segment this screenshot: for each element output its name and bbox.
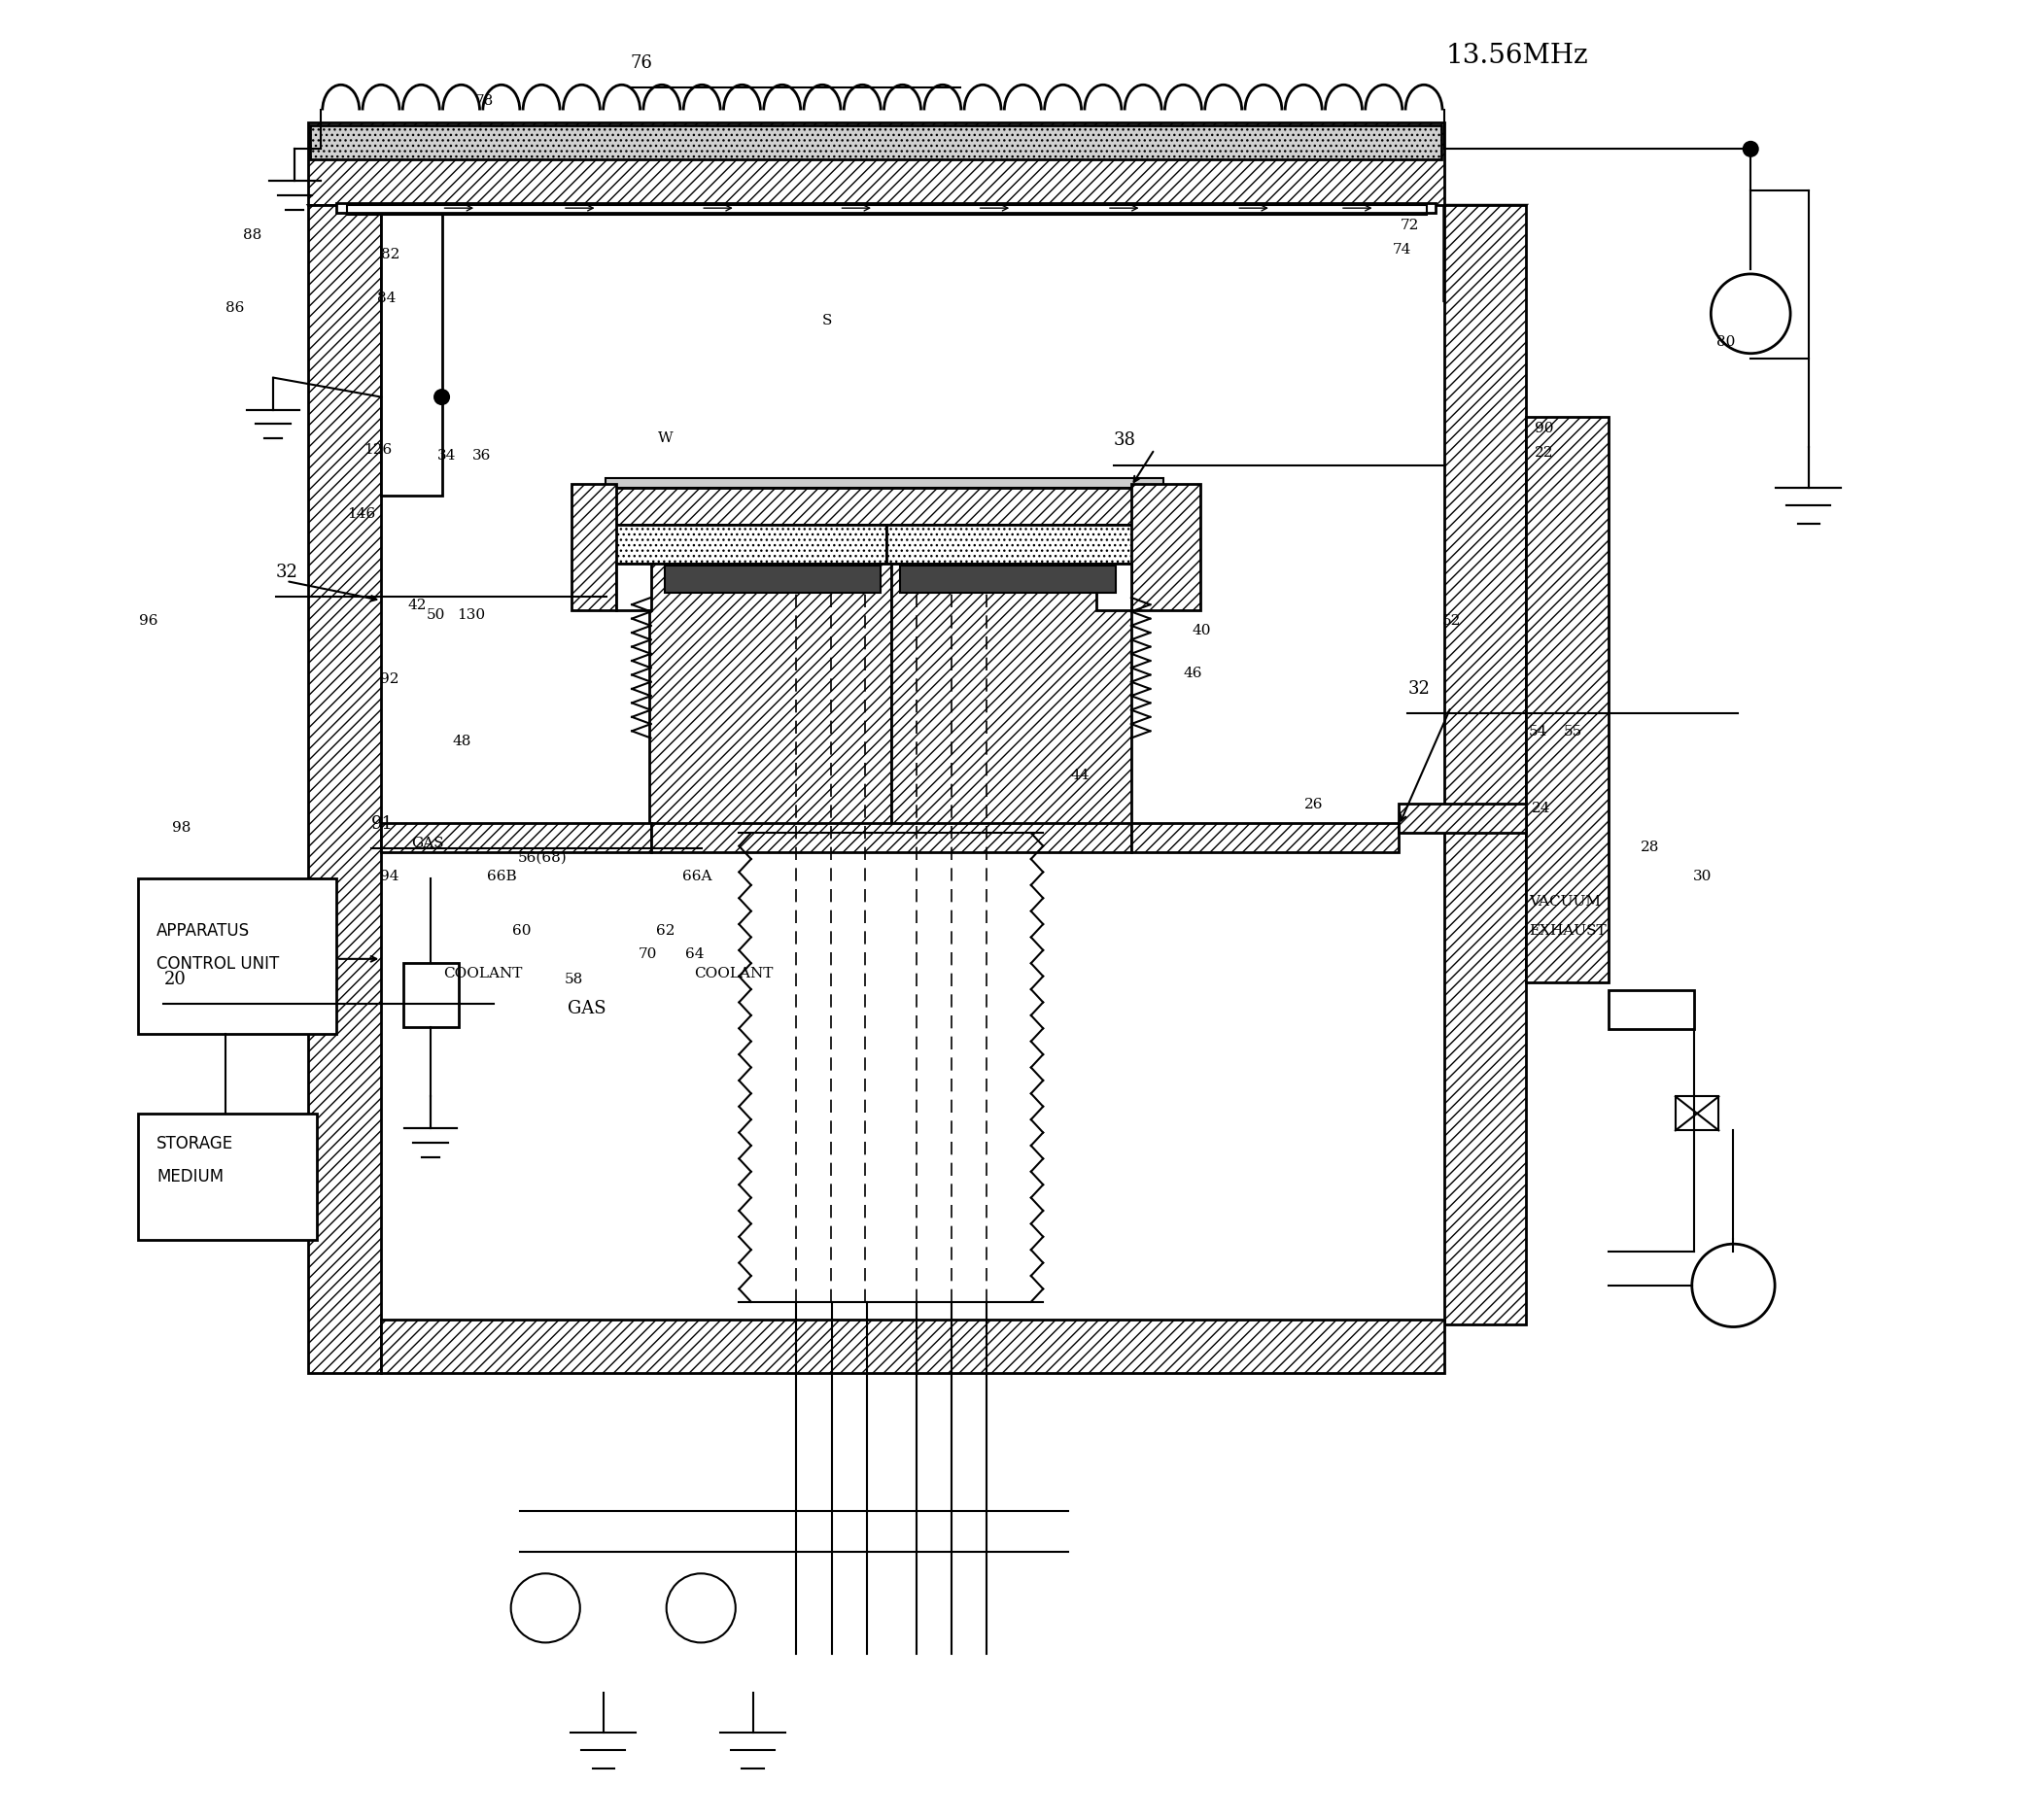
Text: 98: 98 bbox=[172, 821, 192, 835]
Text: 82: 82 bbox=[382, 248, 400, 262]
Bar bbox=[650, 564, 891, 834]
Text: 72: 72 bbox=[1401, 218, 1420, 233]
Text: 13.56MHz: 13.56MHz bbox=[1446, 44, 1587, 69]
Text: 54: 54 bbox=[1528, 724, 1547, 737]
Text: 126: 126 bbox=[364, 444, 392, 457]
Text: 88: 88 bbox=[243, 228, 262, 242]
Bar bbox=[574, 526, 887, 564]
Text: 22: 22 bbox=[1534, 446, 1553, 460]
Bar bbox=[337, 204, 1436, 213]
Bar bbox=[652, 824, 1132, 854]
Text: 78: 78 bbox=[474, 95, 492, 107]
Text: 30: 30 bbox=[1694, 870, 1712, 883]
Bar bbox=[382, 206, 441, 497]
Bar bbox=[572, 484, 617, 612]
Bar bbox=[382, 824, 652, 854]
Text: 32: 32 bbox=[1408, 679, 1430, 697]
Bar bbox=[347, 206, 1426, 217]
Text: 80: 80 bbox=[1716, 335, 1735, 348]
Text: 90: 90 bbox=[1534, 422, 1553, 435]
Text: MEDIUM: MEDIUM bbox=[157, 1168, 225, 1185]
Bar bbox=[574, 490, 1197, 526]
Text: 92: 92 bbox=[380, 672, 398, 686]
Circle shape bbox=[511, 1574, 580, 1643]
Text: 130: 130 bbox=[458, 608, 486, 621]
Text: 32: 32 bbox=[276, 564, 298, 581]
Text: 94: 94 bbox=[380, 870, 398, 883]
Text: 36: 36 bbox=[472, 450, 490, 462]
Text: 26: 26 bbox=[1303, 797, 1324, 812]
Text: CONTROL UNIT: CONTROL UNIT bbox=[157, 954, 280, 972]
Text: S: S bbox=[821, 313, 832, 328]
Text: 44: 44 bbox=[1071, 768, 1089, 783]
Text: 52: 52 bbox=[1442, 613, 1461, 628]
Text: 84: 84 bbox=[378, 291, 396, 304]
Polygon shape bbox=[308, 206, 382, 302]
Bar bbox=[308, 206, 382, 1372]
Circle shape bbox=[435, 391, 449, 406]
Text: 74: 74 bbox=[1391, 242, 1412, 257]
Text: GAS: GAS bbox=[411, 837, 443, 850]
Bar bbox=[1132, 484, 1201, 612]
Text: 66A: 66A bbox=[682, 870, 711, 883]
Text: 56(68): 56(68) bbox=[517, 850, 568, 863]
Text: 60: 60 bbox=[513, 923, 531, 937]
Text: EXHAUST: EXHAUST bbox=[1528, 923, 1606, 937]
Bar bbox=[137, 1114, 317, 1239]
Text: 146: 146 bbox=[347, 508, 376, 521]
Bar bbox=[664, 566, 881, 593]
Bar bbox=[617, 564, 652, 612]
Bar bbox=[891, 564, 1132, 834]
Text: 34: 34 bbox=[437, 450, 456, 462]
Text: 20: 20 bbox=[163, 970, 186, 988]
Bar bbox=[308, 124, 1444, 206]
Text: 86: 86 bbox=[227, 300, 245, 315]
Bar bbox=[1399, 804, 1526, 834]
Text: 38: 38 bbox=[1113, 431, 1136, 450]
Bar bbox=[382, 1320, 1444, 1372]
Text: 28: 28 bbox=[1641, 841, 1659, 854]
Text: STORAGE: STORAGE bbox=[157, 1134, 233, 1152]
Text: GAS: GAS bbox=[568, 999, 607, 1017]
Text: 46: 46 bbox=[1183, 666, 1201, 679]
Bar bbox=[1526, 417, 1608, 983]
Bar bbox=[1097, 564, 1132, 612]
Text: 64: 64 bbox=[686, 946, 705, 961]
Bar bbox=[887, 526, 1197, 564]
Text: APPARATUS: APPARATUS bbox=[157, 921, 249, 939]
Text: 62: 62 bbox=[656, 923, 674, 937]
Text: COOLANT: COOLANT bbox=[695, 966, 772, 979]
Bar bbox=[607, 479, 1162, 490]
Bar bbox=[1608, 990, 1694, 1028]
Bar bbox=[311, 127, 1442, 160]
Text: COOLANT: COOLANT bbox=[443, 966, 523, 979]
Polygon shape bbox=[1444, 206, 1526, 302]
Text: 55: 55 bbox=[1563, 724, 1581, 737]
Text: 66B: 66B bbox=[486, 870, 517, 883]
Bar bbox=[1132, 824, 1399, 854]
Bar bbox=[899, 566, 1115, 593]
Circle shape bbox=[1743, 142, 1757, 157]
Text: 42: 42 bbox=[407, 599, 427, 612]
Circle shape bbox=[1710, 275, 1790, 355]
Bar bbox=[402, 963, 460, 1026]
Text: 70: 70 bbox=[639, 946, 658, 961]
Bar bbox=[137, 879, 337, 1034]
Text: 24: 24 bbox=[1532, 801, 1551, 815]
Text: 96: 96 bbox=[139, 613, 159, 628]
Text: 58: 58 bbox=[564, 972, 582, 986]
Text: 91: 91 bbox=[372, 815, 394, 832]
Bar bbox=[1444, 206, 1526, 1325]
Text: 76: 76 bbox=[629, 55, 652, 71]
Text: W: W bbox=[658, 431, 672, 446]
Circle shape bbox=[1692, 1245, 1775, 1327]
Circle shape bbox=[666, 1574, 735, 1643]
Bar bbox=[1675, 1097, 1718, 1130]
Text: 48: 48 bbox=[452, 733, 472, 748]
Text: VACUUM: VACUUM bbox=[1528, 894, 1600, 908]
Text: 50: 50 bbox=[427, 608, 445, 621]
Text: 40: 40 bbox=[1191, 624, 1211, 637]
